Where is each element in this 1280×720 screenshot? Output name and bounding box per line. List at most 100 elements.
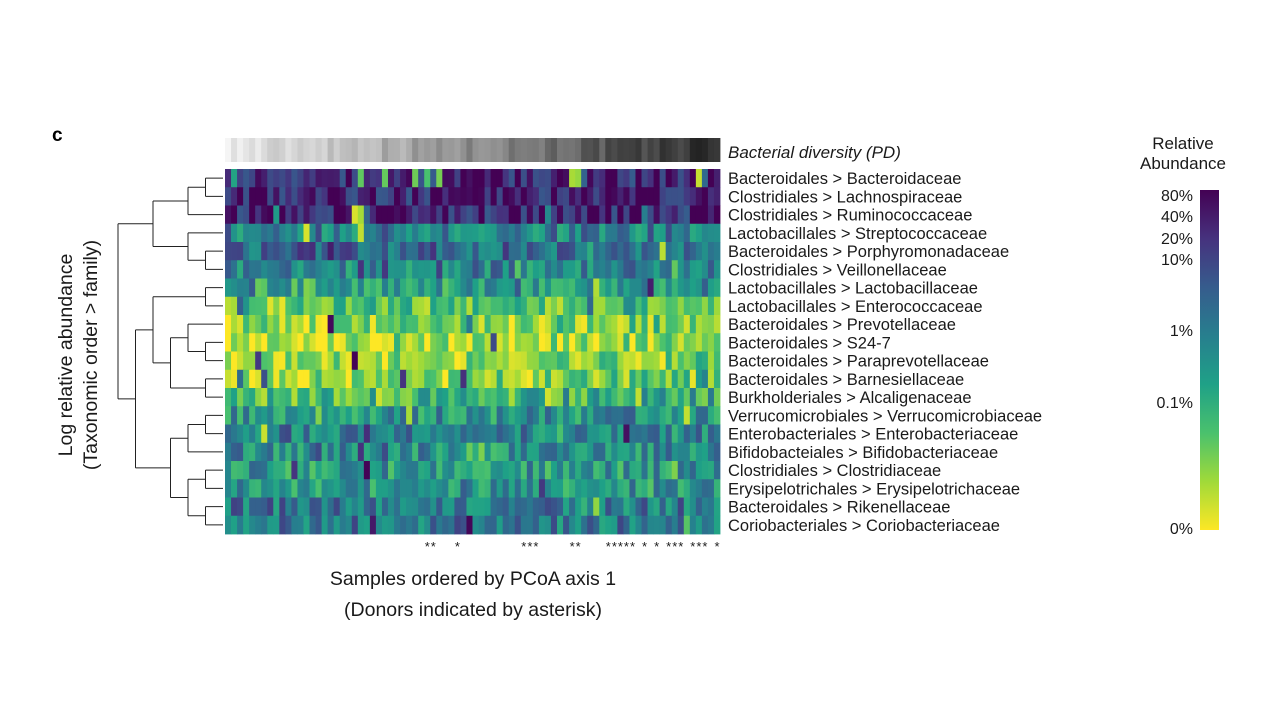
heatmap-cell [237,333,244,352]
heatmap-cell [327,442,335,462]
heatmap-cell [647,315,654,334]
heatmap-cell [315,369,322,389]
heatmap-cell [563,223,570,243]
heatmap-cell [575,424,582,444]
heatmap-cell [683,424,691,444]
heatmap-cell [412,169,419,188]
heatmap-cell [394,278,401,298]
heatmap-cell [285,369,292,389]
heatmap-cell [544,424,552,444]
heatmap-cell [514,351,522,371]
heatmap-cell [267,187,274,206]
heatmap-cell [490,424,498,444]
heatmap-cell [279,296,286,316]
heatmap-cell [593,479,600,498]
heatmap-cell [448,333,455,352]
donor-asterisk: * [672,539,677,554]
heatmap-cell [249,406,256,425]
heatmap-cell [460,260,467,279]
heatmap-cell [327,187,335,206]
heatmap-cell [605,388,612,407]
diversity-cell [375,138,383,162]
heatmap-cell [659,169,667,188]
heatmap-cell [237,296,244,316]
heatmap-cell [532,497,540,517]
heatmap-cell [237,242,244,261]
heatmap-cell [466,278,473,298]
heatmap-cell [701,497,709,517]
row-label: Clostridiales > Veillonellaceae [728,261,947,279]
heatmap-cell [514,278,522,298]
heatmap-cell [671,479,679,498]
heatmap-cell [375,333,383,352]
heatmap-cell [279,442,286,462]
heatmap-cell [285,442,292,462]
heatmap-cell [550,278,558,298]
heatmap-cell [526,223,534,243]
heatmap-cell [363,242,371,261]
heatmap-cell [430,260,437,279]
heatmap-cell [599,442,606,462]
heatmap-cell [671,497,679,517]
heatmap-cell [701,260,709,279]
heatmap-cell [472,169,479,188]
heatmap-cell [502,497,510,517]
heatmap-cell [394,242,401,261]
row-label: Lactobacillales > Lactobacillaceae [728,280,978,298]
heatmap-cell [436,205,443,225]
heatmap-cell [647,406,654,425]
heatmap-cell [623,369,630,389]
heatmap-cell [351,242,359,261]
diversity-cell [394,138,401,162]
heatmap-cell [683,479,691,498]
heatmap-cell [369,442,377,462]
heatmap-cell [659,479,667,498]
heatmap-cell [677,187,685,206]
heatmap-cell [502,223,510,243]
heatmap-cell [557,333,564,352]
heatmap-cell [653,424,661,444]
heatmap-cell [665,205,673,225]
heatmap-cell [436,424,443,444]
heatmap-cell [575,169,582,188]
heatmap-cell [303,278,310,298]
heatmap-cell [665,351,673,371]
heatmap-cell [466,169,473,188]
heatmap-cell [466,223,473,243]
diversity-cell [514,138,522,162]
heatmap-cell [599,242,606,261]
heatmap-cell [442,442,449,462]
heatmap-cell [569,205,576,225]
heatmap-cell [375,278,383,298]
heatmap-cell [333,388,341,407]
heatmap-cell [448,187,455,206]
heatmap-cell [243,388,250,407]
heatmap-cell [617,205,624,225]
heatmap-cell [237,187,244,206]
heatmap-cell [587,479,594,498]
heatmap-cell [249,223,256,243]
heatmap-cell [303,515,310,535]
heatmap-cell [267,369,274,389]
heatmap-cell [520,315,528,334]
heatmap-cell [490,223,498,243]
heatmap-cell [665,424,673,444]
heatmap-cell [381,369,389,389]
heatmap-cell [520,461,528,480]
heatmap-cell [345,278,353,298]
heatmap-cell [605,333,612,352]
heatmap-cell [418,169,425,188]
heatmap-cell [526,479,534,498]
heatmap-cell [369,169,377,188]
heatmap-cell [351,278,359,298]
heatmap-cell [514,515,522,535]
heatmap-cell [514,369,522,389]
heatmap-cell [653,223,661,243]
heatmap-cell [563,479,570,498]
heatmap-cell [267,242,274,261]
heatmap-cell [713,296,721,316]
heatmap-cell [677,315,685,334]
heatmap-cell [333,351,341,371]
heatmap-cell [683,497,691,517]
heatmap-cell [508,515,516,535]
